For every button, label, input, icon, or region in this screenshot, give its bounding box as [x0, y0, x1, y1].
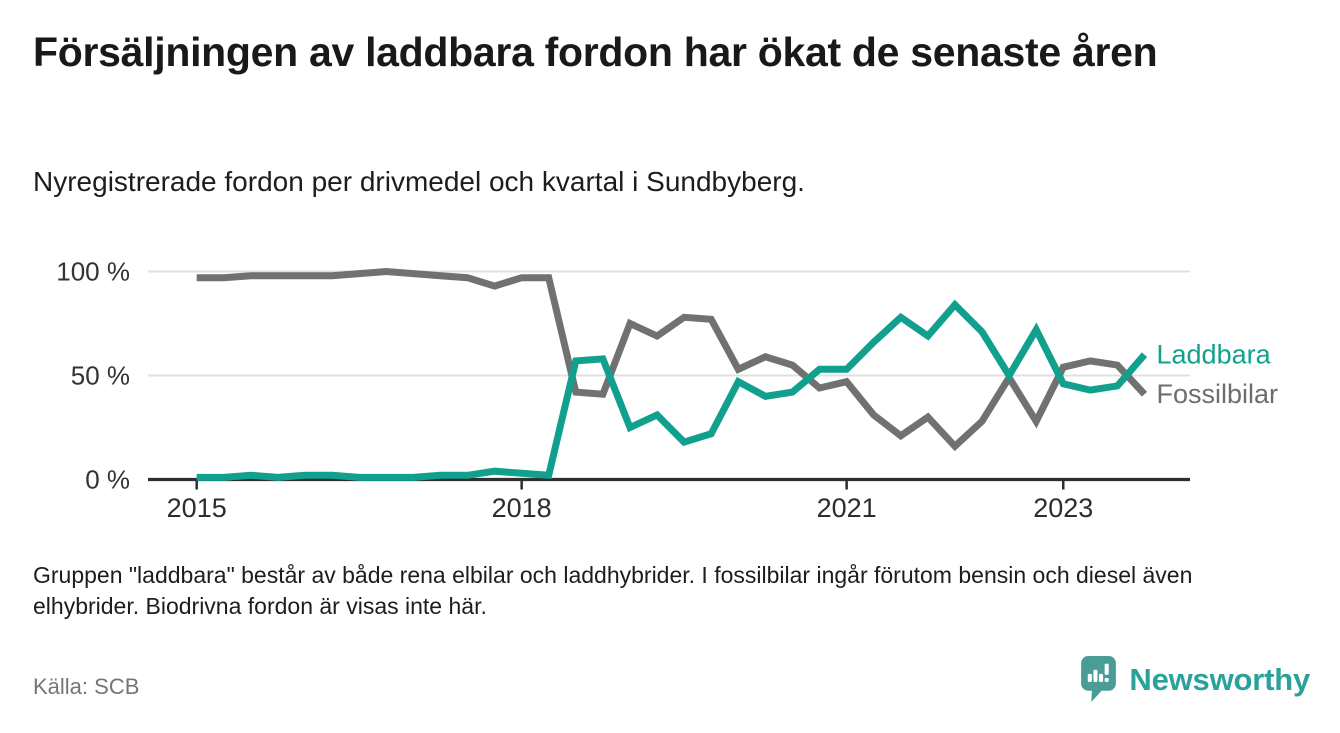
- page-title: Försäljningen av laddbara fordon har öka…: [33, 29, 1158, 75]
- y-axis-label-0: 0 %: [85, 465, 130, 495]
- legend-label-laddbara: Laddbara: [1157, 340, 1272, 370]
- series-line-fossilbilar: [196, 267, 1148, 452]
- newsworthy-logo-text: Newsworthy: [1129, 661, 1310, 697]
- source-label: Källa: SCB: [33, 674, 140, 699]
- axis-ticks: [195, 479, 1065, 490]
- x-axis-label-2015: 2015: [167, 493, 227, 523]
- chart-subtitle: Nyregistrerade fordon per drivmedel och …: [33, 166, 805, 197]
- series-line-laddbara: [196, 299, 1148, 481]
- y-axis-label-50: 50 %: [71, 361, 130, 391]
- chart-footnote: Gruppen "laddbara" består av både rena e…: [33, 562, 1193, 619]
- x-axis-label-2023: 2023: [1033, 493, 1093, 523]
- newsworthy-branding: Newsworthy: [1081, 656, 1310, 703]
- newsworthy-pin-bar-chart-icon: [1081, 656, 1117, 702]
- y-axis-label-100: 100 %: [56, 257, 130, 287]
- gridlines: [148, 270, 1190, 377]
- x-axis-label-2021: 2021: [817, 493, 877, 523]
- x-axis-label-2018: 2018: [492, 493, 552, 523]
- legend-label-fossilbilar: Fossilbilar: [1157, 379, 1279, 409]
